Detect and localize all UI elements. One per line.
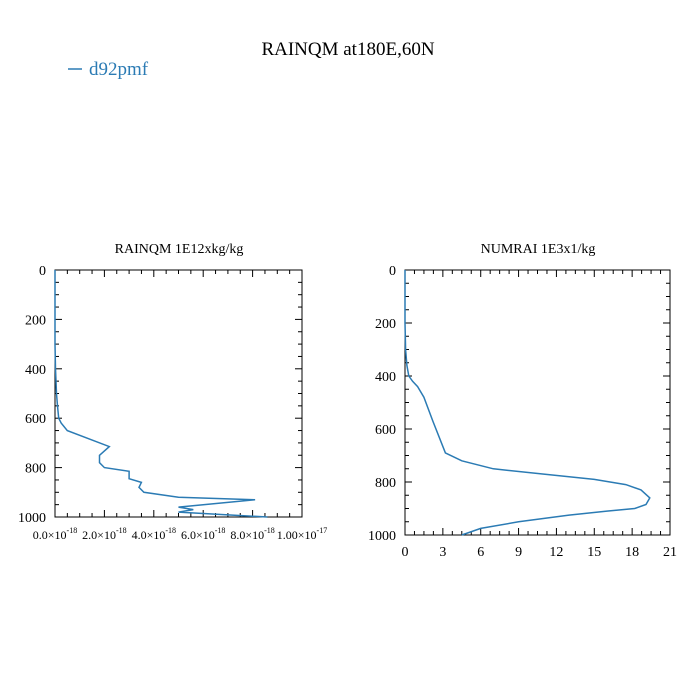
numrai-xtick-label: 3 [439,545,446,560]
numrai-ytick-label: 600 [375,423,396,438]
rainqm-ytick-label: 0 [39,264,46,279]
rainqm-panel-title: RAINQM 1E12xkg/kg [115,242,244,257]
numrai-xtick-label: 15 [587,545,601,560]
numrai-panel-title: NUMRAI 1E3x1/kg [481,242,596,257]
rainqm-ytick-label: 400 [25,363,46,378]
rainqm-xtick-label: 1.00×10-17 [277,526,327,542]
legend: d92pmf [68,59,149,80]
rainqm-ytick-label: 800 [25,462,46,477]
numrai-ytick-label: 200 [375,317,396,332]
numrai-ytick-label: 400 [375,370,396,385]
rainqm-panel: RAINQM 1E12xkg/kg 0 200 400 600 800 1000 0.0×… [18,242,327,542]
rainqm-xtick-label: 0.0×10-18 [33,526,77,542]
numrai-ytick-label: 0 [389,264,396,279]
rainqm-ytick-label: 600 [25,412,46,427]
numrai-ytick-label: 800 [375,476,396,491]
rainqm-xtick-label: 6.0×10-18 [181,526,225,542]
rainqm-series-line [54,270,268,518]
numrai-xtick-label: 18 [625,545,639,560]
rainqm-xtick-label: 4.0×10-18 [132,526,176,542]
numrai-series-line [404,270,651,536]
numrai-xtick-label: 9 [515,545,522,560]
numrai-xtick-label: 12 [549,545,563,560]
rainqm-ytick-label: 200 [25,313,46,328]
rainqm-xtick-label: 2.0×10-18 [82,526,126,542]
numrai-xtick-label: 6 [477,545,484,560]
legend-label: d92pmf [89,59,149,80]
figure-title: RAINQM at180E,60N [261,39,434,60]
numrai-plot-frame [404,269,671,536]
numrai-xtick-label: 21 [663,545,677,560]
numrai-xtick-label: 0 [402,545,409,560]
rainqm-ytick-label: 1000 [18,511,46,526]
rainqm-plot-frame [54,269,303,518]
rainqm-xtick-label: 8.0×10-18 [230,526,274,542]
numrai-ytick-label: 1000 [368,529,396,544]
numrai-panel: NUMRAI 1E3x1/kg 0 200 400 600 800 1000 0 3 6 9 12… [368,242,677,560]
